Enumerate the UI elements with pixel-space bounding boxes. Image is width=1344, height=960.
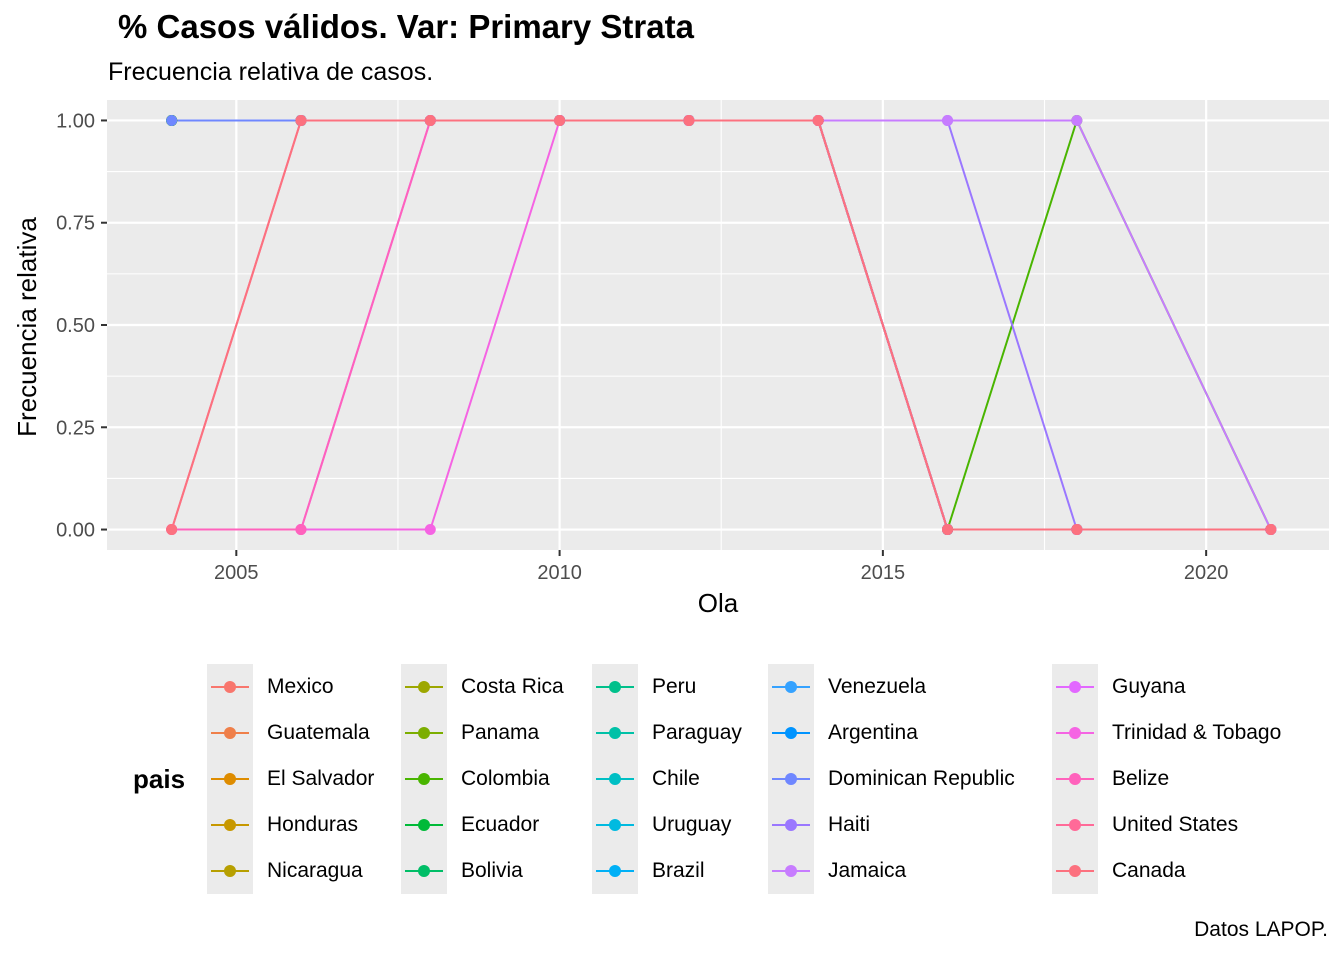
legend-label: Panama: [461, 721, 540, 744]
legend-label: Ecuador: [461, 813, 540, 836]
legend-key-icon: [207, 756, 253, 802]
legend-label: Paraguay: [652, 721, 742, 744]
y-axis: 0.00 0.25 0.50 0.75 1.00: [56, 110, 107, 542]
legend-key-icon: [401, 848, 447, 894]
legend-key-icon: [768, 664, 814, 710]
x-tick-label: 2015: [861, 562, 906, 584]
legend-key-icon: [592, 848, 638, 894]
legend-key-icon: [768, 848, 814, 894]
legend-key-icon: [768, 802, 814, 848]
line-chart: 0.00 0.25 0.50 0.75 1.00 2005 2010 2015 2020 Ol…: [12, 100, 1329, 618]
legend-label: Canada: [1112, 859, 1186, 882]
data-point: [683, 114, 695, 126]
data-point: [1071, 114, 1083, 126]
legend-title: pais: [133, 764, 186, 794]
legend-label: Belize: [1112, 767, 1170, 790]
legend-label: Bolivia: [461, 859, 523, 882]
legend-label: Jamaica: [828, 859, 907, 882]
legend-label: Mexico: [267, 675, 334, 698]
minor-gridlines: [107, 100, 1329, 550]
legend-label: Nicaragua: [267, 859, 363, 882]
legend-key-icon: [1052, 802, 1098, 848]
data-point: [166, 524, 178, 536]
chart-title: % Casos válidos. Var: Primary Strata: [118, 8, 694, 45]
legend-key-icon: [768, 710, 814, 756]
data-point: [295, 524, 307, 536]
data-point: [812, 114, 824, 126]
data-point: [424, 524, 436, 536]
y-tick-label: 1.00: [56, 110, 95, 132]
legend-key-icon: [1052, 664, 1098, 710]
legend-key-icon: [401, 710, 447, 756]
legend-label: Honduras: [267, 813, 359, 836]
chart-subtitle: Frecuencia relativa de casos.: [108, 58, 434, 86]
data-point: [295, 114, 307, 126]
legend-key-icon: [1052, 710, 1098, 756]
legend-key-icon: [592, 802, 638, 848]
legend-label: Colombia: [461, 767, 550, 790]
legend-key-icon: [207, 664, 253, 710]
legend-key-icon: [401, 664, 447, 710]
data-point: [424, 114, 436, 126]
legend-key-icon: [1052, 848, 1098, 894]
legend-key-icon: [207, 848, 253, 894]
y-tick-label: 0.00: [56, 520, 95, 542]
legend-label: El Salvador: [267, 767, 375, 790]
series-points: [166, 114, 1277, 536]
legend-label: Trinidad & Tobago: [1112, 721, 1282, 744]
x-axis-label: Ola: [698, 588, 739, 618]
legend-label: Haiti: [828, 813, 871, 836]
x-axis: 2005 2010 2015 2020: [214, 550, 1228, 584]
legend-key-icon: [768, 756, 814, 802]
legend-key-icon: [592, 664, 638, 710]
chart-caption: Datos LAPOP.: [1194, 918, 1328, 941]
legend-key-icon: [207, 710, 253, 756]
y-tick-label: 0.50: [56, 315, 95, 337]
x-tick-label: 2020: [1184, 562, 1229, 584]
y-axis-label: Frecuencia relativa: [12, 217, 42, 437]
legend-key-icon: [401, 802, 447, 848]
data-point: [942, 524, 954, 536]
legend-label: Dominican Republic: [828, 767, 1015, 790]
legend-label: Venezuela: [828, 675, 927, 698]
data-point: [1071, 524, 1083, 536]
legend-label: Costa Rica: [461, 675, 564, 698]
legend-key-icon: [592, 756, 638, 802]
x-tick-label: 2010: [537, 562, 582, 584]
legend-label: Brazil: [652, 859, 705, 882]
x-tick-label: 2005: [214, 562, 259, 584]
legend-label: Guyana: [1112, 675, 1186, 698]
data-point: [554, 114, 566, 126]
legend-label: Guatemala: [267, 721, 370, 744]
data-point: [166, 114, 178, 126]
legend-key-icon: [207, 802, 253, 848]
legend-label: Uruguay: [652, 813, 732, 836]
legend-key-icon: [1052, 756, 1098, 802]
data-point: [1265, 524, 1277, 536]
legend-label: Peru: [652, 675, 697, 698]
legend-label: Argentina: [828, 721, 918, 744]
legend-label: United States: [1112, 813, 1239, 836]
y-tick-label: 0.75: [56, 213, 95, 235]
y-tick-label: 0.25: [56, 417, 95, 439]
data-point: [942, 114, 954, 126]
legend-key-icon: [592, 710, 638, 756]
legend-key-icon: [401, 756, 447, 802]
legend-label: Chile: [652, 767, 700, 790]
